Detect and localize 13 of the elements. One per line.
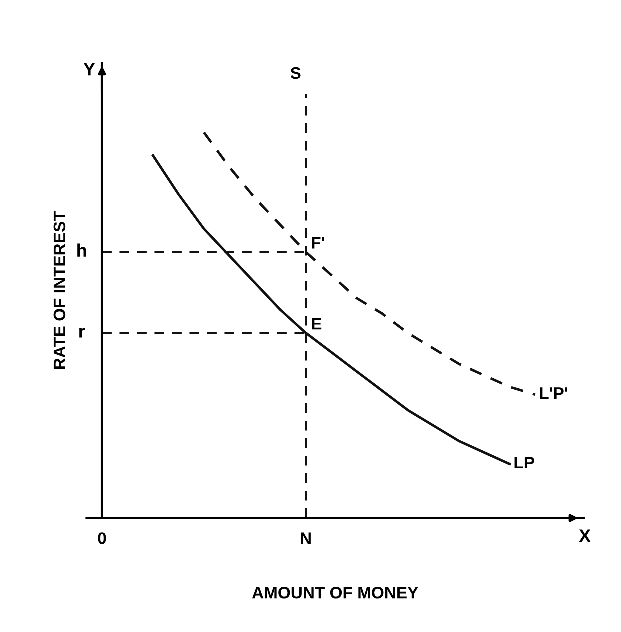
- annotation: E: [312, 318, 322, 330]
- x-tick-label: 0: [98, 532, 106, 544]
- series-label: L'P': [540, 388, 568, 400]
- series-label: LP: [514, 457, 534, 469]
- ref-line-label: S: [290, 67, 301, 80]
- y-axis-title: RATE OF INTEREST: [54, 211, 66, 370]
- x-tick-label: N: [301, 532, 311, 544]
- x-axis-title: AMOUNT OF MONEY: [252, 586, 418, 599]
- text: X: [579, 530, 591, 542]
- ref-line-label: r: [80, 328, 86, 338]
- ref-line-label: h: [78, 244, 86, 257]
- text: Y: [84, 63, 96, 76]
- annotation: F': [312, 237, 324, 249]
